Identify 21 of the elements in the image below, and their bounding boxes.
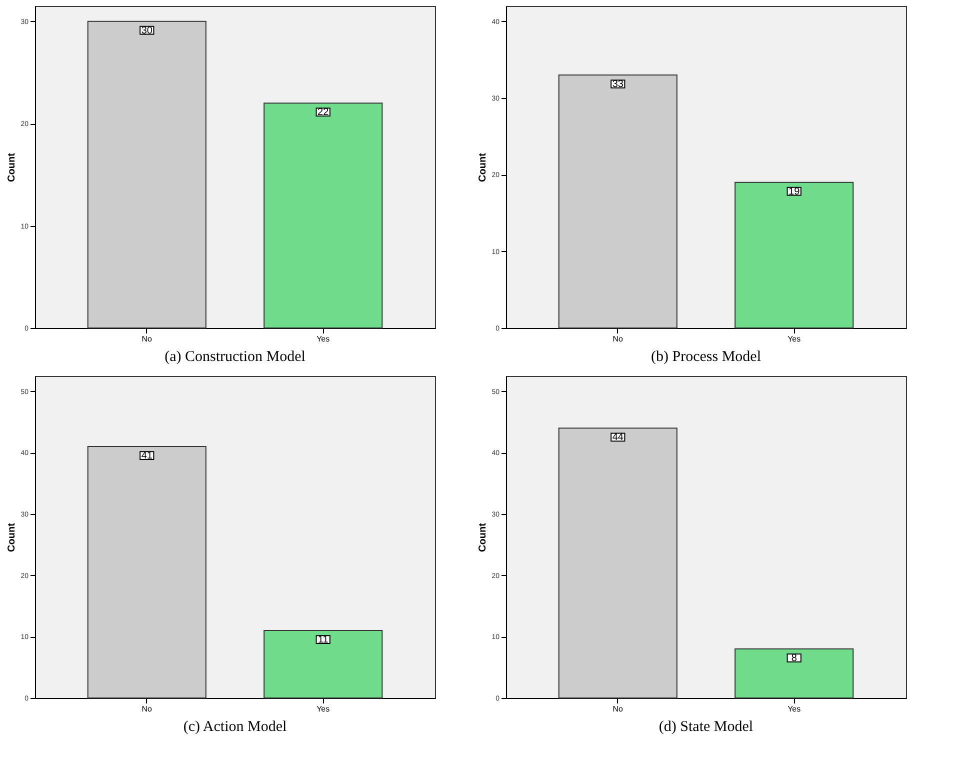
x-tick-label: No bbox=[142, 334, 153, 344]
y-axis-title: Count bbox=[6, 152, 18, 182]
data-label: 41 bbox=[141, 450, 153, 462]
data-label: 30 bbox=[141, 25, 153, 36]
text: (a) Construction Model bbox=[164, 349, 306, 365]
x-tick-label: Yes bbox=[788, 704, 801, 714]
x-tick-label: No bbox=[612, 704, 624, 714]
y-axis-title: Count bbox=[6, 522, 18, 552]
data-label: 44 bbox=[612, 432, 624, 444]
text: (b) Process Model bbox=[651, 349, 761, 365]
y-axis-title: Count bbox=[478, 522, 489, 552]
x-tick-label: Yes bbox=[316, 704, 330, 714]
text: (d) State Model bbox=[658, 719, 754, 735]
y-axis-title: Count bbox=[478, 152, 489, 182]
x-tick-label: No bbox=[612, 334, 624, 344]
x-tick-label: Yes bbox=[788, 334, 801, 344]
data-label: 19 bbox=[788, 186, 800, 198]
x-tick-label: No bbox=[142, 704, 153, 714]
text: (c) Action Model bbox=[183, 719, 287, 735]
x-tick-label: Yes bbox=[316, 334, 330, 344]
data-label: 11 bbox=[318, 634, 329, 646]
